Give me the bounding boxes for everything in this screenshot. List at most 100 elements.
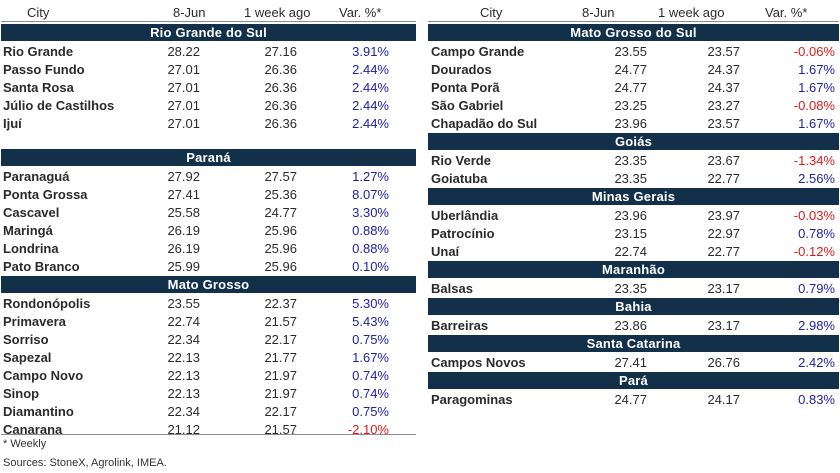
city-name: Sorriso — [3, 332, 49, 347]
current-price: 22.13 — [167, 386, 200, 401]
region-header: Rio Grande do Sul — [1, 24, 416, 41]
previous-price: 22.77 — [707, 171, 740, 186]
table-header: City 8-Jun 1 week ago Var. %* — [428, 3, 839, 22]
region-header: Mato Grosso — [1, 276, 416, 293]
header-variation: Var. %* — [339, 5, 382, 20]
previous-price: 25.36 — [264, 187, 297, 202]
city-name: Maringá — [3, 223, 53, 238]
table-row: Londrina 26.19 25.96 0.88% — [1, 239, 416, 257]
current-price: 23.55 — [614, 44, 647, 59]
region-header: Minas Gerais — [428, 188, 839, 205]
current-price: 21.12 — [167, 422, 200, 437]
variation-percent: 0.88% — [352, 223, 389, 238]
header-previous: 1 week ago — [244, 5, 311, 20]
current-price: 27.92 — [167, 169, 200, 184]
current-price: 22.13 — [167, 368, 200, 383]
header-current: 8-Jun — [582, 5, 615, 20]
table-row: Ponta Grossa 27.41 25.36 8.07% — [1, 185, 416, 203]
current-price: 27.01 — [167, 80, 200, 95]
variation-percent: 2.44% — [352, 80, 389, 95]
previous-price: 21.57 — [264, 422, 297, 437]
previous-price: 22.37 — [264, 296, 297, 311]
table-row: Rio Grande 28.22 27.16 3.91% — [1, 42, 416, 60]
previous-price: 22.17 — [264, 332, 297, 347]
city-name: Rio Verde — [431, 153, 491, 168]
table-row: Santa Rosa 27.01 26.36 2.44% — [1, 78, 416, 96]
variation-percent: 2.44% — [352, 62, 389, 77]
previous-price: 25.96 — [264, 259, 297, 274]
table-row: Uberlândia 23.96 23.97 -0.03% — [428, 206, 839, 224]
table-row: Rio Verde 23.35 23.67 -1.34% — [428, 151, 839, 169]
table-row: Júlio de Castilhos 27.01 26.36 2.44% — [1, 96, 416, 114]
table-header: City 8-Jun 1 week ago Var. %* — [1, 3, 416, 22]
current-price: 24.77 — [614, 62, 647, 77]
table-row: Diamantino 22.34 22.17 0.75% — [1, 402, 416, 420]
city-name: Canarana — [3, 422, 63, 437]
previous-price: 23.97 — [707, 208, 740, 223]
header-city: City — [480, 5, 503, 20]
table-row: Balsas 23.35 23.17 0.79% — [428, 279, 839, 297]
city-name: Patrocínio — [431, 226, 495, 241]
variation-percent: 0.75% — [352, 332, 389, 347]
city-name: Passo Fundo — [3, 62, 85, 77]
city-name: Goiatuba — [431, 171, 488, 186]
variation-percent: 2.42% — [798, 355, 835, 370]
variation-percent: 0.74% — [352, 368, 389, 383]
region-header: Goiás — [428, 133, 839, 150]
previous-price: 23.67 — [707, 153, 740, 168]
table-row: Primavera 22.74 21.57 5.43% — [1, 312, 416, 330]
previous-price: 26.36 — [264, 62, 297, 77]
city-name: Paranaguá — [3, 169, 70, 184]
current-price: 24.77 — [614, 392, 647, 407]
variation-percent: -1.34% — [793, 153, 835, 168]
current-price: 25.99 — [167, 259, 200, 274]
variation-percent: -0.12% — [793, 244, 835, 259]
table-row: Dourados 24.77 24.37 1.67% — [428, 60, 839, 78]
region-header: Santa Catarina — [428, 335, 839, 352]
city-name: São Gabriel — [431, 98, 504, 113]
city-name: Júlio de Castilhos — [3, 98, 115, 113]
current-price: 27.41 — [614, 355, 647, 370]
table-row: Campo Grande 23.55 23.57 -0.06% — [428, 42, 839, 60]
previous-price: 22.77 — [707, 244, 740, 259]
region-header: Mato Grosso do Sul — [428, 24, 839, 41]
variation-percent: 5.43% — [352, 314, 389, 329]
variation-percent: 0.74% — [352, 386, 389, 401]
previous-price: 26.36 — [264, 80, 297, 95]
current-price: 27.01 — [167, 62, 200, 77]
previous-price: 26.36 — [264, 116, 297, 131]
current-price: 22.74 — [614, 244, 647, 259]
table-row: Barreiras 23.86 23.17 2.98% — [428, 316, 839, 334]
city-name: Paragominas — [431, 392, 513, 407]
current-price: 23.35 — [614, 281, 647, 296]
table-row: Campos Novos 27.41 26.76 2.42% — [428, 353, 839, 371]
city-name: Balsas — [431, 281, 473, 296]
current-price: 23.25 — [614, 98, 647, 113]
current-price: 22.74 — [167, 314, 200, 329]
previous-price: 23.27 — [707, 98, 740, 113]
previous-price: 26.76 — [707, 355, 740, 370]
current-price: 22.34 — [167, 404, 200, 419]
city-name: Diamantino — [3, 404, 74, 419]
header-variation: Var. %* — [765, 5, 808, 20]
variation-percent: 2.56% — [798, 171, 835, 186]
variation-percent: 1.67% — [352, 350, 389, 365]
variation-percent: 2.44% — [352, 116, 389, 131]
region-header: Bahia — [428, 298, 839, 315]
variation-percent: 5.30% — [352, 296, 389, 311]
table-row: Sorriso 22.34 22.17 0.75% — [1, 330, 416, 348]
table-row: Chapadão do Sul 23.96 23.57 1.67% — [428, 114, 839, 132]
current-price: 23.35 — [614, 171, 647, 186]
table-bottom-rule — [1, 434, 416, 435]
variation-percent: 3.30% — [352, 205, 389, 220]
variation-percent: 2.44% — [352, 98, 389, 113]
city-name: Campo Grande — [431, 44, 525, 59]
previous-price: 21.77 — [264, 350, 297, 365]
city-name: Chapadão do Sul — [431, 116, 538, 131]
variation-percent: 0.75% — [352, 404, 389, 419]
city-name: Rio Grande — [3, 44, 74, 59]
table-row: Ijuí 27.01 26.36 2.44% — [1, 114, 416, 132]
region-header: Maranhão — [428, 261, 839, 278]
variation-percent: -0.08% — [793, 98, 835, 113]
city-name: Uberlândia — [431, 208, 499, 223]
